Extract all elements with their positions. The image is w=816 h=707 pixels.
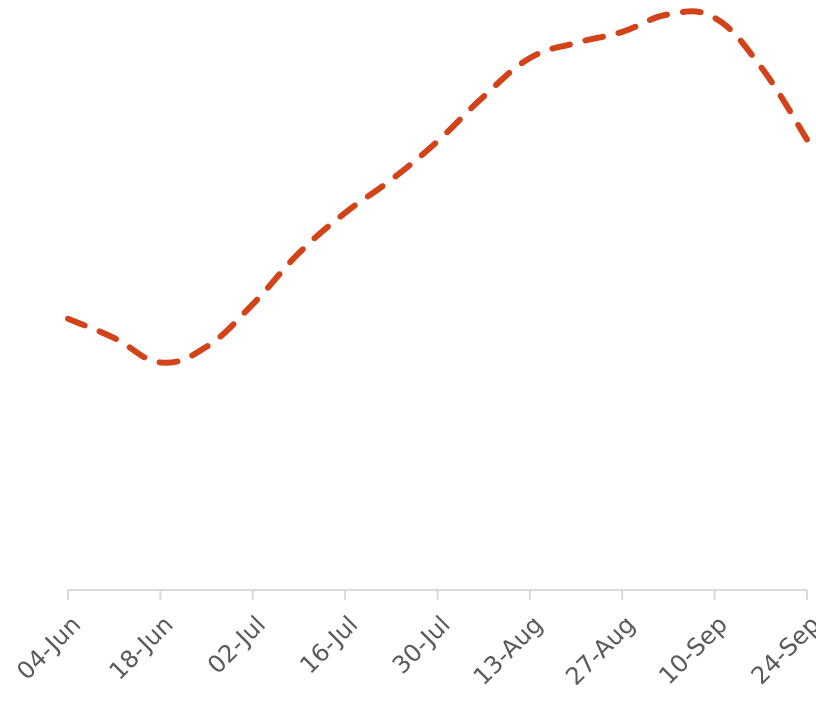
x-tick-label: 16-Jul: [294, 610, 363, 679]
series-layer: [65, 8, 810, 366]
x-tick-label: 27-Aug: [560, 610, 640, 690]
x-tick-label: 18-Jun: [104, 610, 179, 685]
x-tick-label: 10-Sep: [653, 610, 733, 690]
x-axis: [67, 589, 808, 600]
x-tick-label: 04-Jun: [11, 610, 86, 685]
x-tick-labels: 04-Jun 18-Jun 02-Jul 16-Jul 30-Jul 13-Aug 27-A…: [11, 610, 816, 690]
x-tick-label: 24-Sep: [746, 610, 816, 690]
x-tick-label: 13-Aug: [468, 610, 548, 690]
series-line-0: [65, 8, 810, 366]
x-tick-label: 02-Jul: [202, 610, 271, 679]
x-tick-label: 30-Jul: [387, 610, 456, 679]
